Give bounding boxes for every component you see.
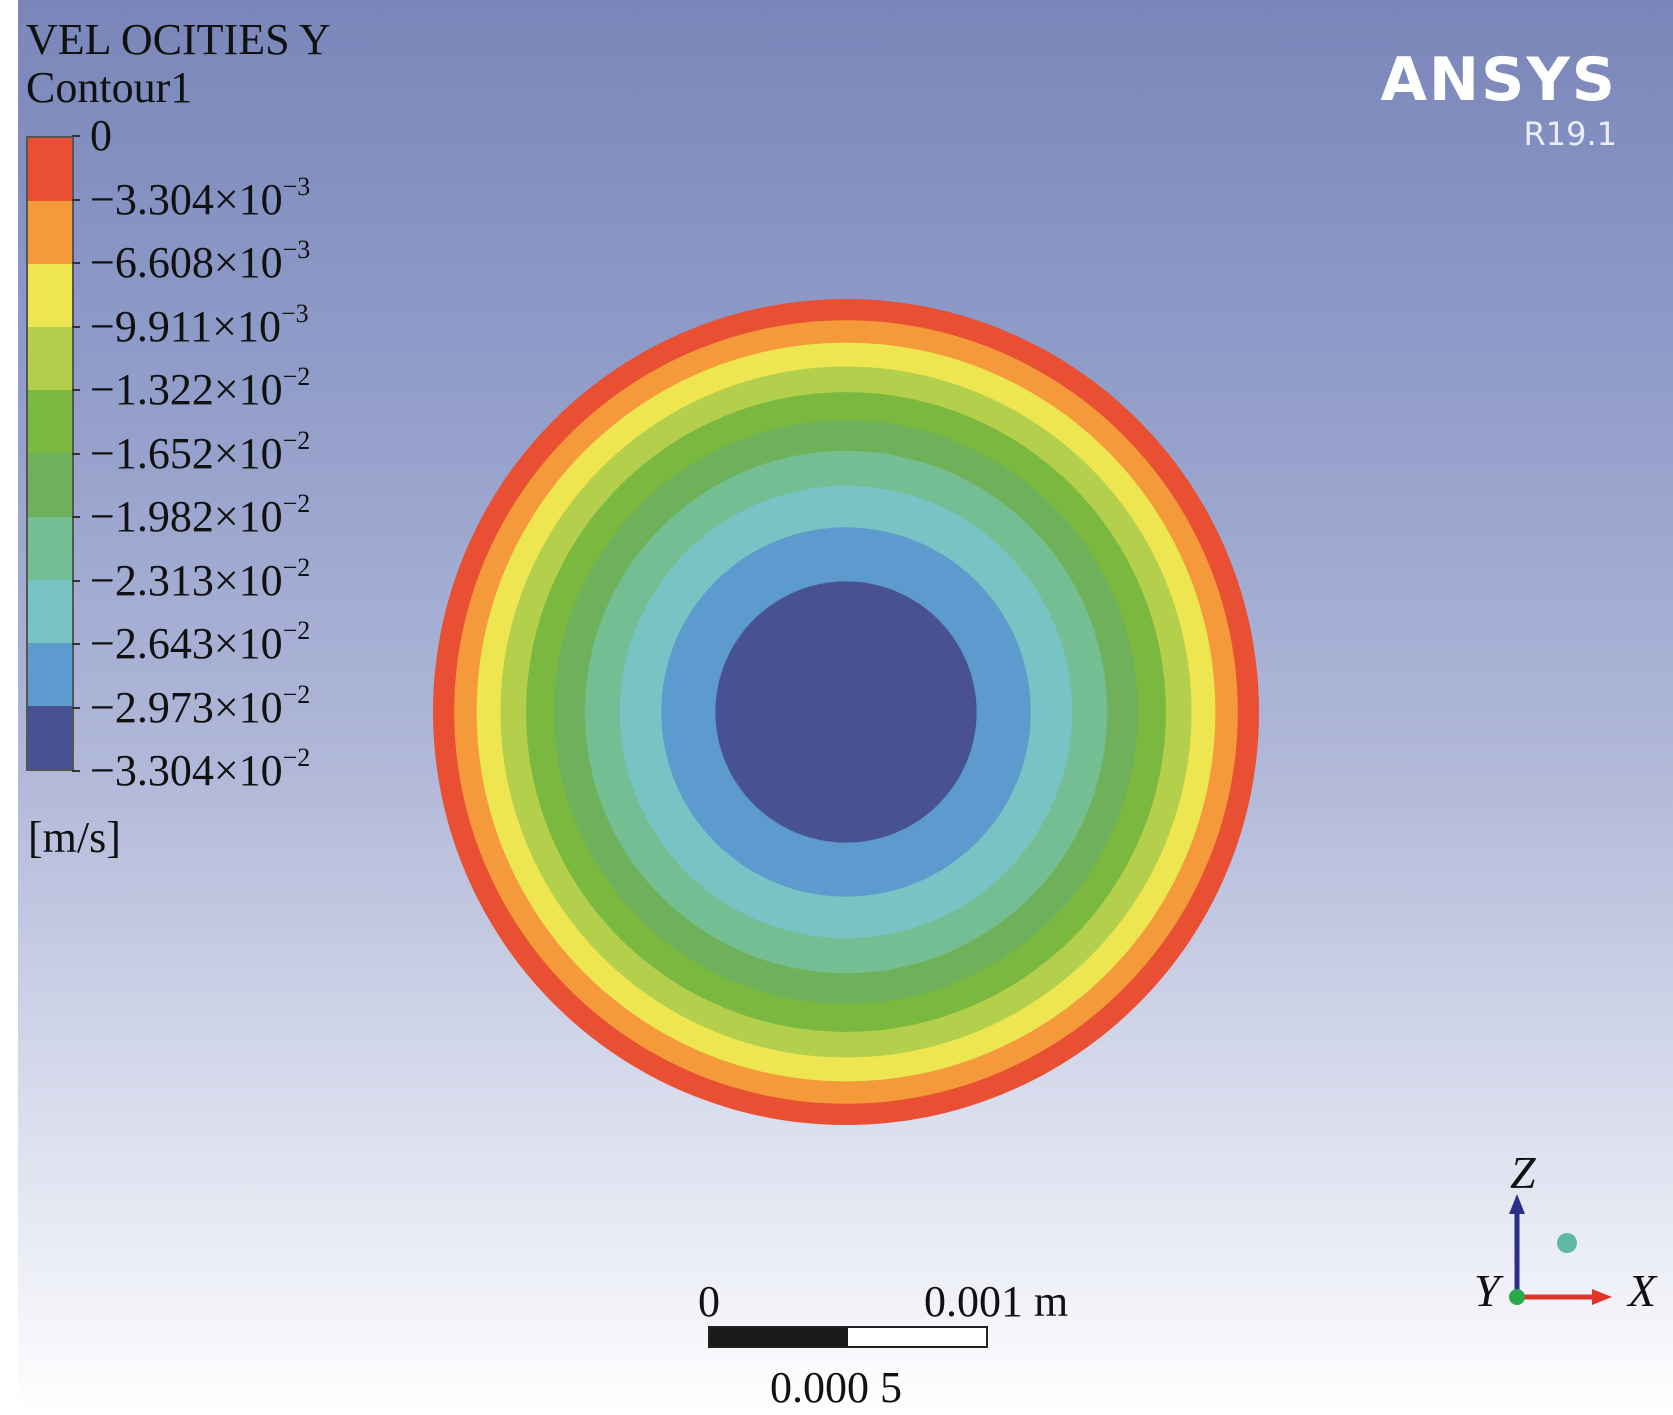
- axes-triad[interactable]: [1460, 1180, 1640, 1330]
- scale-max-value: 0.001: [924, 1277, 1023, 1326]
- legend-tick-mark: [72, 389, 80, 391]
- scale-max-label: 0.001 m: [924, 1280, 1068, 1324]
- legend-tick-label: −3.304×10−2: [90, 745, 310, 795]
- legend-units: [m/s]: [28, 813, 121, 862]
- legend-tick-label: −9.911×10−3: [90, 300, 309, 351]
- legend-tick-exponent: −3: [281, 298, 309, 328]
- legend-tick-exponent: −2: [282, 362, 311, 391]
- z-axis-label: Z: [1510, 1147, 1536, 1198]
- legend-tick-mantissa: −1.982×10: [90, 492, 283, 541]
- legend-tick-mark: [72, 325, 80, 328]
- legend-color-segment: [28, 516, 72, 580]
- legend-tick-exponent: −2: [282, 743, 311, 772]
- legend-tick-label: −2.643×10−2: [90, 618, 310, 668]
- legend-tick-exponent: −2: [282, 616, 311, 645]
- legend-tick-mantissa: −6.608×10: [90, 238, 283, 287]
- legend-tick-mark: [72, 643, 80, 645]
- legend-tick-label: −2.313×10−2: [90, 554, 310, 605]
- x-axis-label: X: [1628, 1265, 1657, 1316]
- legend-color-segment: [28, 453, 72, 517]
- legend-tick-mark: [72, 516, 80, 518]
- scale-bar: [708, 1326, 988, 1348]
- legend-tick-label: −1.652×10−2: [90, 427, 310, 478]
- legend-tick-exponent: −2: [282, 552, 311, 582]
- legend-variable-title: VEL OCITIES Y: [26, 15, 331, 64]
- legend-color-segment: [28, 327, 72, 391]
- brand-name: ANSYS: [1380, 45, 1617, 115]
- legend-tick-mantissa: −1.652×10: [90, 428, 283, 478]
- legend-tick-mantissa: −3.304×10: [90, 174, 283, 224]
- legend-tick-mantissa: −3.304×10: [90, 746, 283, 795]
- brand-version: R19.1: [1523, 115, 1617, 153]
- view-sphere-icon: [1557, 1233, 1577, 1253]
- legend-tick-label: −1.322×10−2: [90, 364, 310, 414]
- legend-tick-mantissa: −9.911×10: [90, 301, 281, 351]
- legend-color-segment: [28, 705, 72, 769]
- legend-tick-label: −3.304×10−3: [90, 173, 310, 224]
- legend-tick-mantissa: −2.313×10: [90, 555, 283, 605]
- scale-zero-label: 0: [698, 1277, 720, 1326]
- scale-bar-dark-half: [710, 1328, 848, 1346]
- legend-tick-mantissa: −1.322×10: [90, 365, 283, 414]
- legend-tick-exponent: −2: [282, 425, 311, 455]
- legend-contour-name: Contour1: [26, 63, 193, 112]
- legend-color-segment: [28, 201, 72, 265]
- scale-mid-label: 0.000 5: [770, 1363, 902, 1412]
- scale-unit: m: [1034, 1277, 1069, 1326]
- legend-tick-exponent: −2: [282, 489, 311, 518]
- legend-color-segment: [28, 579, 72, 643]
- legend-color-segment: [28, 390, 72, 454]
- legend-tick-mark: [72, 579, 80, 582]
- scale-bar-light-half: [848, 1328, 986, 1346]
- legend-tick-mantissa: −2.643×10: [90, 619, 283, 668]
- contour-band: [715, 581, 977, 843]
- legend-tick-label: 0: [90, 114, 112, 158]
- legend-tick-exponent: −3: [282, 235, 311, 264]
- legend-color-segment: [28, 138, 72, 202]
- y-axis-origin-dot: [1509, 1289, 1525, 1305]
- legend-tick-mark: [72, 198, 80, 201]
- legend-tick-mark: [72, 135, 80, 137]
- x-axis-arrowhead: [1592, 1289, 1612, 1305]
- legend-tick-mantissa: 0: [90, 111, 112, 160]
- legend-tick-mark: [72, 452, 80, 455]
- y-axis-label: Y: [1474, 1265, 1500, 1316]
- legend-tick-exponent: −3: [282, 171, 311, 201]
- legend-tick-mark: [72, 770, 80, 772]
- legend-color-segment: [28, 642, 72, 706]
- legend-tick-mark: [72, 262, 80, 264]
- legend-tick-mantissa: −2.973×10: [90, 682, 283, 732]
- legend-tick-label: −1.982×10−2: [90, 491, 310, 541]
- legend-color-segment: [28, 264, 72, 328]
- legend-tick-label: −6.608×10−3: [90, 237, 310, 287]
- legend-tick-mark: [72, 706, 80, 709]
- legend-color-bar: [26, 136, 74, 771]
- z-axis-arrowhead: [1509, 1194, 1525, 1214]
- legend-tick-exponent: −2: [282, 679, 311, 709]
- ansys-logo: ANSYS R19.1: [1380, 50, 1617, 150]
- legend-tick-label: −2.973×10−2: [90, 681, 310, 732]
